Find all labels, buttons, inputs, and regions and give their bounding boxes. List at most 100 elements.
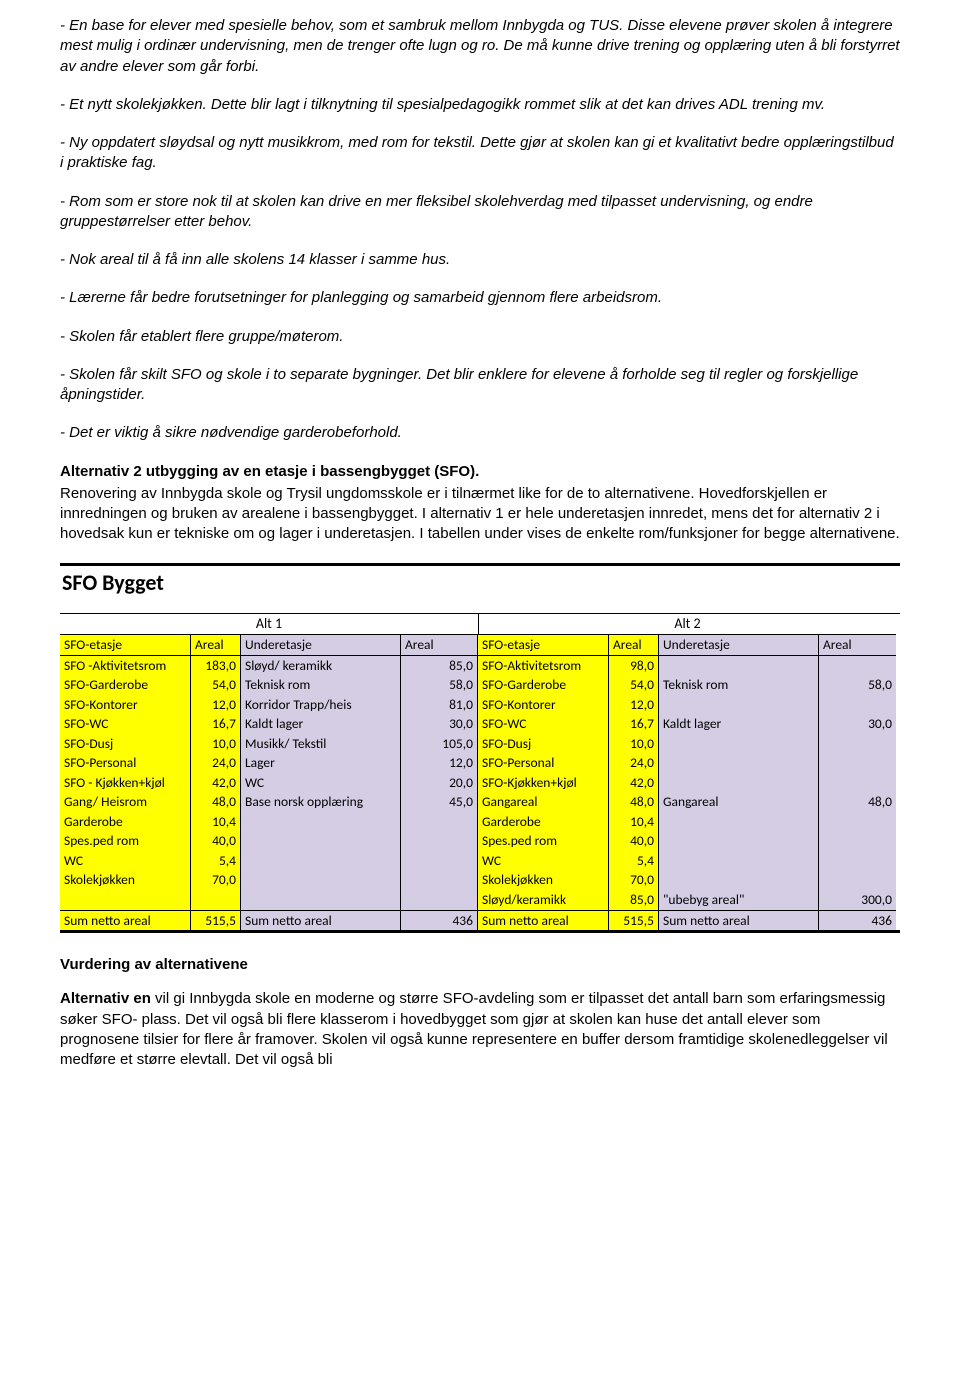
para-1: - En base for elever med spesielle behov…: [60, 16, 900, 77]
table-cell: 10,4: [190, 812, 240, 832]
col-a2-under: Underetasje: [658, 635, 818, 656]
table-cell: Gangareal: [478, 792, 608, 812]
table-cell: [658, 773, 818, 793]
table-cell: 70,0: [608, 870, 658, 890]
table-cell: 300,0: [818, 890, 896, 910]
table-cell: 20,0: [400, 773, 478, 793]
table-cell: Skolekjøkken: [478, 870, 608, 890]
table-cell: SFO-Dusj: [478, 734, 608, 754]
table-cell: 5,4: [608, 851, 658, 871]
table-cell: [400, 870, 478, 890]
table-cell: 105,0: [400, 734, 478, 754]
table-cell: WC: [240, 773, 400, 793]
table-cell: [400, 890, 478, 910]
table-cell: SFO-Kjøkken+kjøl: [478, 773, 608, 793]
table-cell: Kaldt lager: [658, 714, 818, 734]
table-cell: [240, 851, 400, 871]
table-cell: Garderobe: [478, 812, 608, 832]
table-cell: 12,0: [400, 753, 478, 773]
table-cell: 10,0: [190, 734, 240, 754]
table-cell: 54,0: [608, 675, 658, 695]
table-cell: Teknisk rom: [658, 675, 818, 695]
table-cell: SFO-Garderobe: [60, 675, 190, 695]
table-cell: [818, 656, 896, 676]
para-8: - Skolen får skilt SFO og skole i to sep…: [60, 365, 900, 406]
table-cell: [658, 656, 818, 676]
table-cell: Sløyd/keramikk: [478, 890, 608, 910]
alt1-header: Alt 1: [60, 614, 478, 635]
table-cell: 16,7: [608, 714, 658, 734]
table-cell: 515,5: [608, 910, 658, 931]
table-cell: Sum netto areal: [658, 910, 818, 931]
table-cell: [818, 831, 896, 851]
alt2-header: Alt 2: [478, 614, 896, 635]
table-cell: Sum netto areal: [240, 910, 400, 931]
table-cell: 48,0: [818, 792, 896, 812]
table-cell: Musikk/ Tekstil: [240, 734, 400, 754]
table-cell: Lager: [240, 753, 400, 773]
table-cell: Skolekjøkken: [60, 870, 190, 890]
table-cell: 85,0: [400, 656, 478, 676]
table-cell: 58,0: [400, 675, 478, 695]
table-cell: SFO-Aktivitetsrom: [478, 656, 608, 676]
table-cell: "ubebyg areal": [658, 890, 818, 910]
table-cell: 40,0: [608, 831, 658, 851]
table-cell: 48,0: [190, 792, 240, 812]
table-cell: [818, 773, 896, 793]
table-cell: Sum netto areal: [478, 910, 608, 931]
table-cell: WC: [60, 851, 190, 871]
para-2: - Et nytt skolekjøkken. Dette blir lagt …: [60, 95, 900, 115]
table-cell: 70,0: [190, 870, 240, 890]
vurdering-body: Alternativ en vil gi Innbygda skole en m…: [60, 989, 900, 1070]
table-cell: 515,5: [190, 910, 240, 931]
table-cell: 16,7: [190, 714, 240, 734]
table-cell: [240, 890, 400, 910]
table-cell: 183,0: [190, 656, 240, 676]
table-cell: [658, 870, 818, 890]
table-cell: Sløyd/ keramikk: [240, 656, 400, 676]
table-cell: SFO-WC: [60, 714, 190, 734]
table-cell: [658, 753, 818, 773]
table-cell: Gangareal: [658, 792, 818, 812]
table-cell: 42,0: [190, 773, 240, 793]
table-cell: SFO-Dusj: [60, 734, 190, 754]
table-cell: Spes.ped rom: [478, 831, 608, 851]
table-cell: [658, 812, 818, 832]
alt2-heading: Alternativ 2 utbygging av en etasje i ba…: [60, 462, 900, 482]
vurdering-rest: vil gi Innbygda skole en moderne og stør…: [60, 990, 888, 1068]
table-cell: [818, 734, 896, 754]
table-cell: [190, 890, 240, 910]
col-a2-sfo-areal: Areal: [608, 635, 658, 656]
para-6: - Lærerne får bedre forutsetninger for p…: [60, 288, 900, 308]
table-cell: [400, 831, 478, 851]
table-cell: 10,0: [608, 734, 658, 754]
table-cell: [60, 890, 190, 910]
table-cell: 40,0: [190, 831, 240, 851]
table-cell: WC: [478, 851, 608, 871]
table-cell: [400, 812, 478, 832]
para-4: - Rom som er store nok til at skolen kan…: [60, 192, 900, 233]
para-9: - Det er viktig å sikre nødvendige garde…: [60, 423, 900, 443]
para-3: - Ny oppdatert sløydsal og nytt musikkro…: [60, 133, 900, 174]
table-cell: 85,0: [608, 890, 658, 910]
table-title: SFO Bygget: [60, 566, 900, 615]
table-cell: [658, 851, 818, 871]
table-cell: 436: [400, 910, 478, 931]
table-cell: [658, 734, 818, 754]
table-cell: 42,0: [608, 773, 658, 793]
table-cell: SFO -Aktivitetsrom: [60, 656, 190, 676]
table-cell: Base norsk opplæring: [240, 792, 400, 812]
table-cell: 10,4: [608, 812, 658, 832]
table-cell: Teknisk rom: [240, 675, 400, 695]
table-cell: SFO-Kontorer: [60, 695, 190, 715]
table-cell: [240, 812, 400, 832]
table-cell: Garderobe: [60, 812, 190, 832]
table-cell: [240, 870, 400, 890]
table-cell: Spes.ped rom: [60, 831, 190, 851]
table-cell: SFO-Garderobe: [478, 675, 608, 695]
table-cell: 5,4: [190, 851, 240, 871]
table-cell: Sum netto areal: [60, 910, 190, 931]
table-cell: Korridor Trapp/heis: [240, 695, 400, 715]
table-cell: [658, 695, 818, 715]
alt2-body: Renovering av Innbygda skole og Trysil u…: [60, 484, 900, 545]
